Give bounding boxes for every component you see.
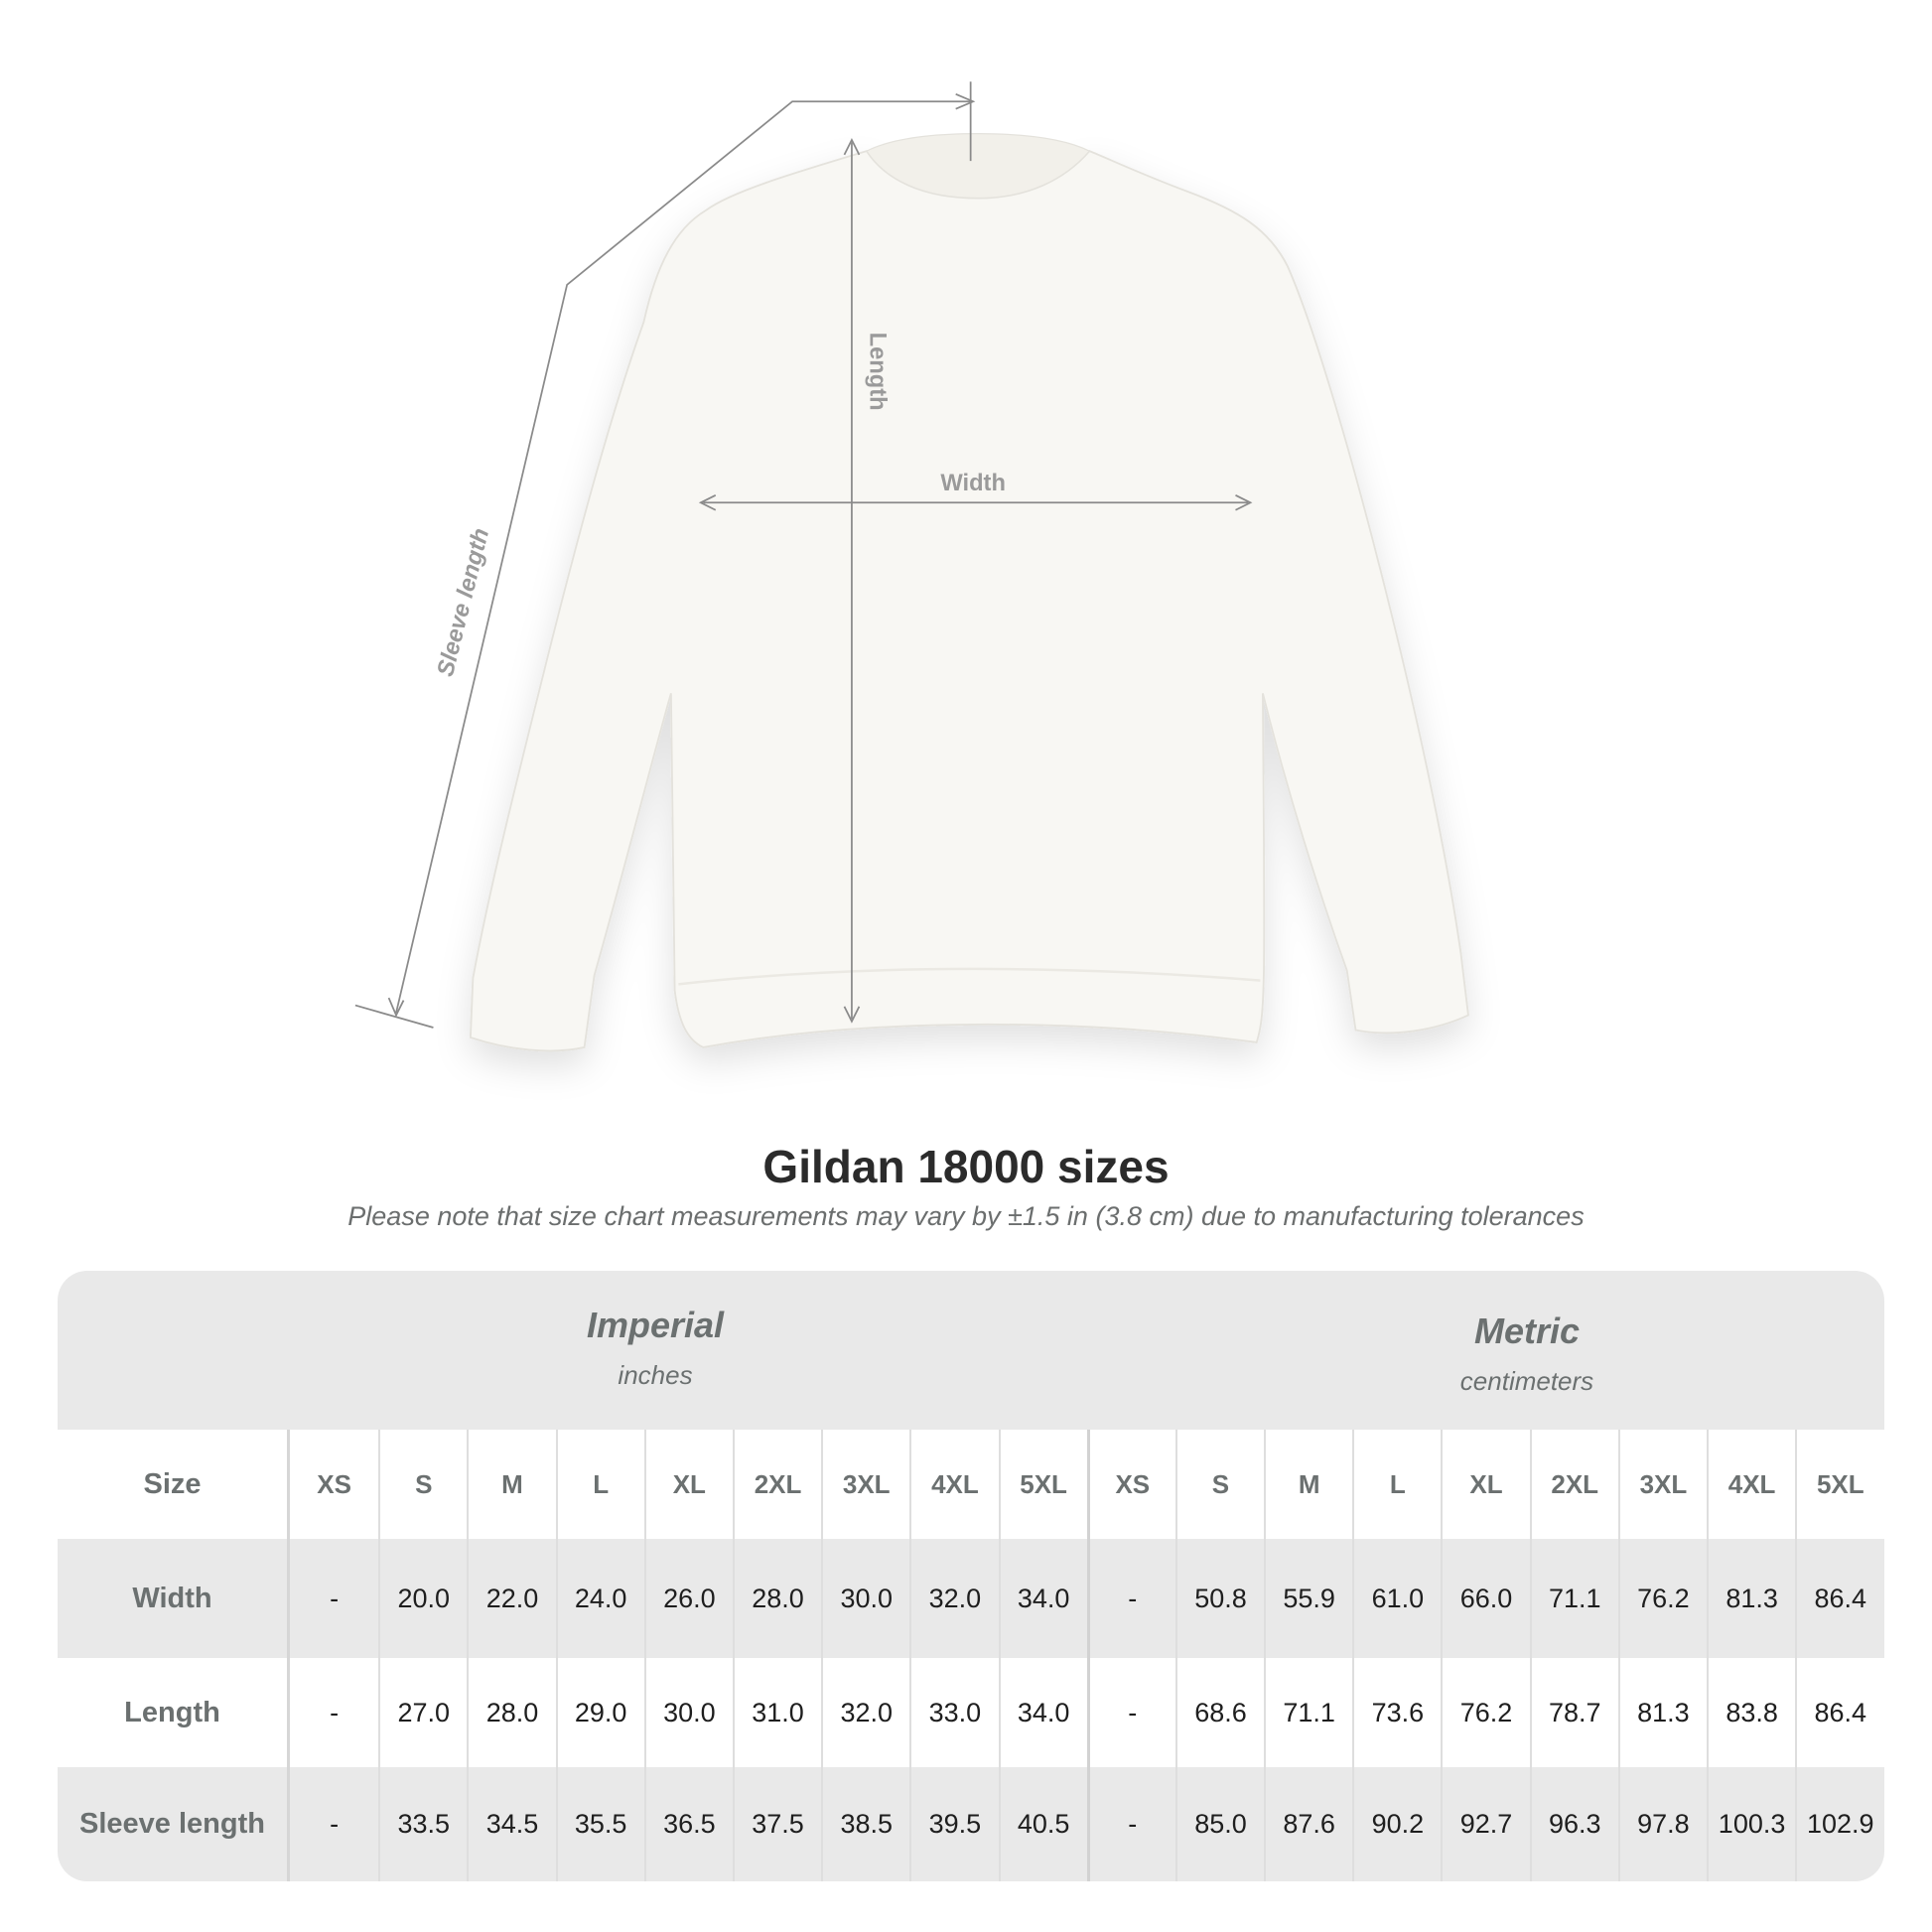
imperial-cell: 29.0: [555, 1658, 644, 1767]
imperial-cell: 4XL: [909, 1430, 998, 1539]
metric-cell: -: [1086, 1658, 1175, 1767]
imperial-cell: 26.0: [643, 1539, 733, 1658]
metric-cell: 96.3: [1529, 1767, 1618, 1881]
imperial-cell: 20.0: [378, 1539, 467, 1658]
imperial-cell: 30.0: [643, 1658, 733, 1767]
metric-cell: 3XL: [1617, 1430, 1707, 1539]
imperial-cell: 35.5: [555, 1767, 644, 1881]
width-row: Width -20.0 22.0 24.0 26.0 28.0 30.0 32.0 34.0-5…: [58, 1539, 1884, 1658]
tolerance-note: Please note that size chart measurements…: [347, 1201, 1585, 1231]
imperial-cell: 27.0: [378, 1658, 467, 1767]
imperial-cell: -: [330, 1809, 340, 1839]
metric-cell: 86.4: [1795, 1658, 1883, 1767]
length-label: Length: [865, 333, 891, 411]
sweatshirt-image: [469, 150, 1469, 1052]
metric-cell: 78.7: [1529, 1658, 1618, 1767]
metric-cell: 87.6: [1264, 1767, 1352, 1881]
imperial-cell: 2XL: [732, 1430, 821, 1539]
length-row: Length -27.0 28.0 29.0 30.0 31.0 32.0 33.0 34.0-…: [58, 1658, 1884, 1767]
metric-cell: 81.3: [1617, 1658, 1707, 1767]
metric-cell: 66.0: [1441, 1539, 1529, 1658]
metric-cell: 83.8: [1707, 1658, 1795, 1767]
imperial-cell: 33.0: [909, 1658, 998, 1767]
imperial-cell: 24.0: [555, 1539, 644, 1658]
metric-cell: 73.6: [1352, 1658, 1441, 1767]
imperial-cell: 28.0: [732, 1539, 821, 1658]
metric-cell: 71.1: [1529, 1539, 1618, 1658]
metric-cell: L: [1352, 1430, 1441, 1539]
metric-cell: 5XL: [1795, 1430, 1883, 1539]
sleeve-length-label: Sleeve length: [433, 526, 494, 679]
imperial-cell: 32.0: [909, 1539, 998, 1658]
imperial-title: Imperial: [586, 1305, 725, 1345]
imperial-cell: -: [330, 1583, 340, 1613]
imperial-cell: 39.5: [909, 1767, 998, 1881]
sleeve-measure-line: [395, 100, 971, 1014]
metric-header: Metric centimeters: [1328, 1311, 1725, 1397]
metric-cell: -: [1086, 1767, 1175, 1881]
metric-cell: 2XL: [1529, 1430, 1618, 1539]
metric-cell: M: [1264, 1430, 1352, 1539]
imperial-cell: 30.0: [821, 1539, 909, 1658]
metric-cell: 85.0: [1174, 1767, 1264, 1881]
imperial-cell: 31.0: [732, 1658, 821, 1767]
imperial-cell: L: [555, 1430, 644, 1539]
imperial-cell: M: [467, 1430, 555, 1539]
metric-title: Metric: [1473, 1311, 1581, 1351]
imperial-cell: -: [330, 1697, 340, 1727]
imperial-cell: 3XL: [821, 1430, 909, 1539]
imperial-cell: 38.5: [821, 1767, 909, 1881]
metric-unit: centimeters: [1459, 1366, 1594, 1396]
row-label: Size: [58, 1430, 290, 1539]
imperial-cell: 34.5: [467, 1767, 555, 1881]
imperial-cell: 36.5: [643, 1767, 733, 1881]
metric-cell: 76.2: [1617, 1539, 1707, 1658]
metric-cell: 76.2: [1441, 1658, 1529, 1767]
imperial-cell: S: [378, 1430, 467, 1539]
imperial-cell: 28.0: [467, 1658, 555, 1767]
sleeve-length-row: Sleeve length - 33.5 34.5 35.5 36.5 37.5 38.5 39…: [58, 1767, 1884, 1881]
metric-cell: 97.8: [1617, 1767, 1707, 1881]
metric-cell: 4XL: [1707, 1430, 1795, 1539]
metric-cell: 55.9: [1264, 1539, 1352, 1658]
imperial-cell: 22.0: [467, 1539, 555, 1658]
row-label: Sleeve length: [58, 1767, 290, 1881]
metric-cell: -: [1086, 1539, 1175, 1658]
metric-cell: 50.8: [1174, 1539, 1264, 1658]
imperial-cell: 33.5: [378, 1767, 467, 1881]
metric-cell: 102.9: [1795, 1767, 1883, 1881]
metric-cell: 86.4: [1795, 1539, 1883, 1658]
imperial-cell: 32.0: [821, 1658, 909, 1767]
imperial-header: Imperial inches: [457, 1305, 854, 1391]
metric-cell: XS: [1086, 1430, 1175, 1539]
imperial-unit: inches: [618, 1360, 693, 1390]
imperial-cell: 40.5: [998, 1767, 1087, 1881]
metric-cell: 71.1: [1264, 1658, 1352, 1767]
imperial-cell: XS: [317, 1468, 351, 1499]
metric-cell: 61.0: [1352, 1539, 1441, 1658]
size-table: Imperial inches Metric centimeters Size X…: [58, 1271, 1884, 1881]
table-header-band: Imperial inches Metric centimeters: [58, 1271, 1884, 1430]
imperial-cell: 5XL: [998, 1430, 1087, 1539]
row-label: Length: [58, 1658, 290, 1767]
metric-cell: 100.3: [1707, 1767, 1795, 1881]
imperial-cell: 37.5: [732, 1767, 821, 1881]
imperial-cell: 34.0: [998, 1539, 1087, 1658]
row-label: Width: [58, 1539, 290, 1658]
page-title: Gildan 18000 sizes: [762, 1141, 1170, 1192]
size-row: Size XS S M L XL 2XL 3XL 4XL 5XL XS S M L XL 2XL 3XL 4XL 5…: [58, 1430, 1884, 1539]
metric-cell: 92.7: [1441, 1767, 1529, 1881]
width-label: Width: [940, 471, 1006, 496]
metric-cell: 90.2: [1352, 1767, 1441, 1881]
imperial-cell: 34.0: [998, 1658, 1087, 1767]
metric-cell: S: [1174, 1430, 1264, 1539]
metric-cell: 68.6: [1174, 1658, 1264, 1767]
metric-cell: XL: [1441, 1430, 1529, 1539]
sweatshirt-diagram: Length Width Sleeve length: [354, 81, 1469, 1052]
imperial-cell: XL: [643, 1430, 733, 1539]
metric-cell: 81.3: [1707, 1539, 1795, 1658]
